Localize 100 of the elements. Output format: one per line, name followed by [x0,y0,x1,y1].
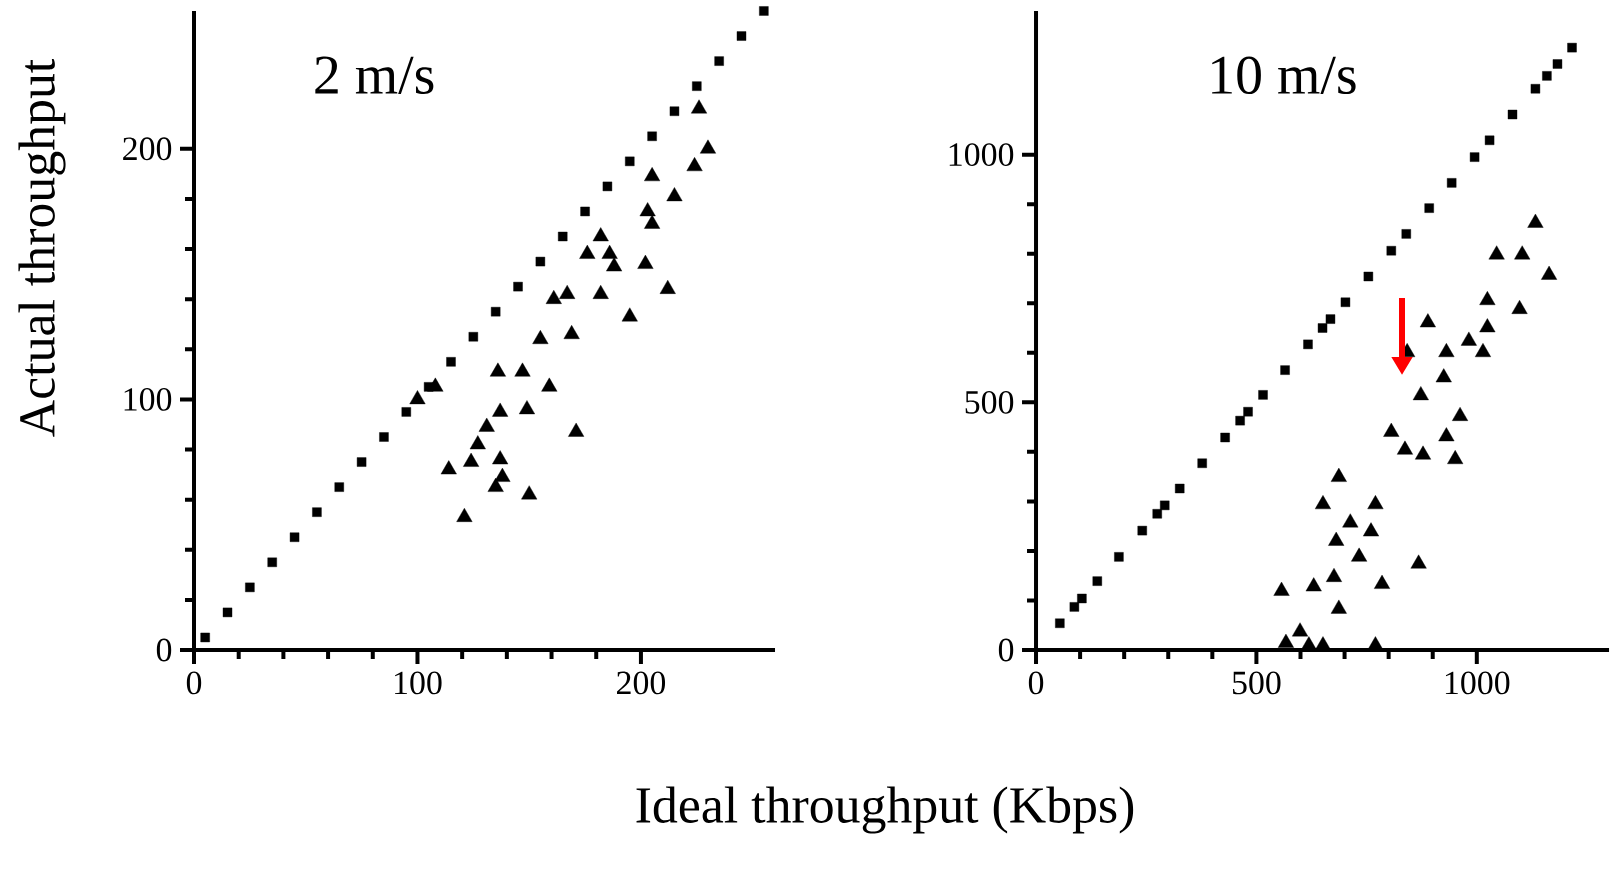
point [714,56,724,66]
point [637,254,654,269]
point [468,332,479,342]
point [478,417,495,432]
point [686,157,703,172]
point [1415,445,1432,460]
point [1474,343,1491,357]
point [1386,246,1396,256]
point [1419,313,1436,328]
point [659,279,676,294]
point [759,6,769,16]
point [579,244,596,259]
x-axis-title: Ideal throughput (Kbps) [636,786,1134,834]
point [1328,531,1345,546]
point [541,377,558,392]
point [1396,440,1413,455]
point [1363,522,1380,537]
point [1469,152,1480,162]
point [401,407,411,417]
point [639,202,656,217]
point [1330,467,1347,482]
x-tick-label: 0 [1028,671,1044,695]
point [1077,593,1087,604]
point [463,452,480,467]
point [592,227,609,242]
point [1340,297,1351,307]
x-tick-label: 100 [395,671,442,695]
point [1527,213,1544,228]
point [1137,525,1147,536]
point [469,435,486,450]
point [289,532,300,542]
point [669,106,680,116]
point [1280,365,1290,375]
point [1460,331,1477,346]
y-tick-label: 1000 [949,143,1014,167]
point [427,377,444,392]
point [644,167,661,182]
point [492,402,509,417]
y-tick-label: 500 [965,390,1014,414]
point [1530,84,1541,94]
point [563,325,580,339]
point [409,390,426,405]
point [1479,318,1496,333]
point [559,284,576,299]
text: 2 m/s [315,56,434,95]
point [1330,599,1347,614]
point [267,557,277,567]
point [1069,602,1080,612]
y-tick-label: 100 [124,387,172,411]
point [1367,495,1384,510]
point [580,206,590,217]
point [602,181,613,192]
point [1542,71,1552,81]
point [489,362,506,377]
point [699,139,716,154]
point [625,156,635,167]
point [1277,633,1294,648]
point [518,400,535,415]
point [1314,495,1331,510]
point [334,482,344,492]
point [490,306,501,317]
point [1326,567,1342,582]
point [312,507,322,517]
y-tick-label: 0 [998,638,1014,662]
point [736,31,747,41]
point [1092,576,1102,586]
point [1305,577,1322,592]
point [446,357,456,367]
point [1567,42,1577,53]
point [356,457,367,467]
point [1446,178,1457,188]
point [691,99,708,114]
point [200,632,210,643]
point [494,467,511,482]
point [1438,427,1455,442]
point [1383,422,1400,437]
point [1317,323,1328,333]
point [606,257,623,272]
point [1363,271,1374,282]
point [514,362,531,377]
point [666,187,683,202]
x-tick-label: 200 [617,671,666,695]
point [545,289,562,304]
point [1374,574,1391,589]
point [1514,245,1531,260]
point [521,485,538,500]
point [1160,500,1170,511]
point [1114,552,1124,562]
point [222,607,233,618]
x-tick-label: 0 [186,671,202,695]
point [558,231,568,242]
point [1055,618,1065,628]
point [1303,339,1313,350]
point [1273,581,1290,596]
point [513,281,523,292]
point [1197,458,1207,468]
x-tick-label: 500 [1232,671,1281,695]
point [456,507,473,522]
point [1511,299,1528,314]
point [647,131,657,141]
